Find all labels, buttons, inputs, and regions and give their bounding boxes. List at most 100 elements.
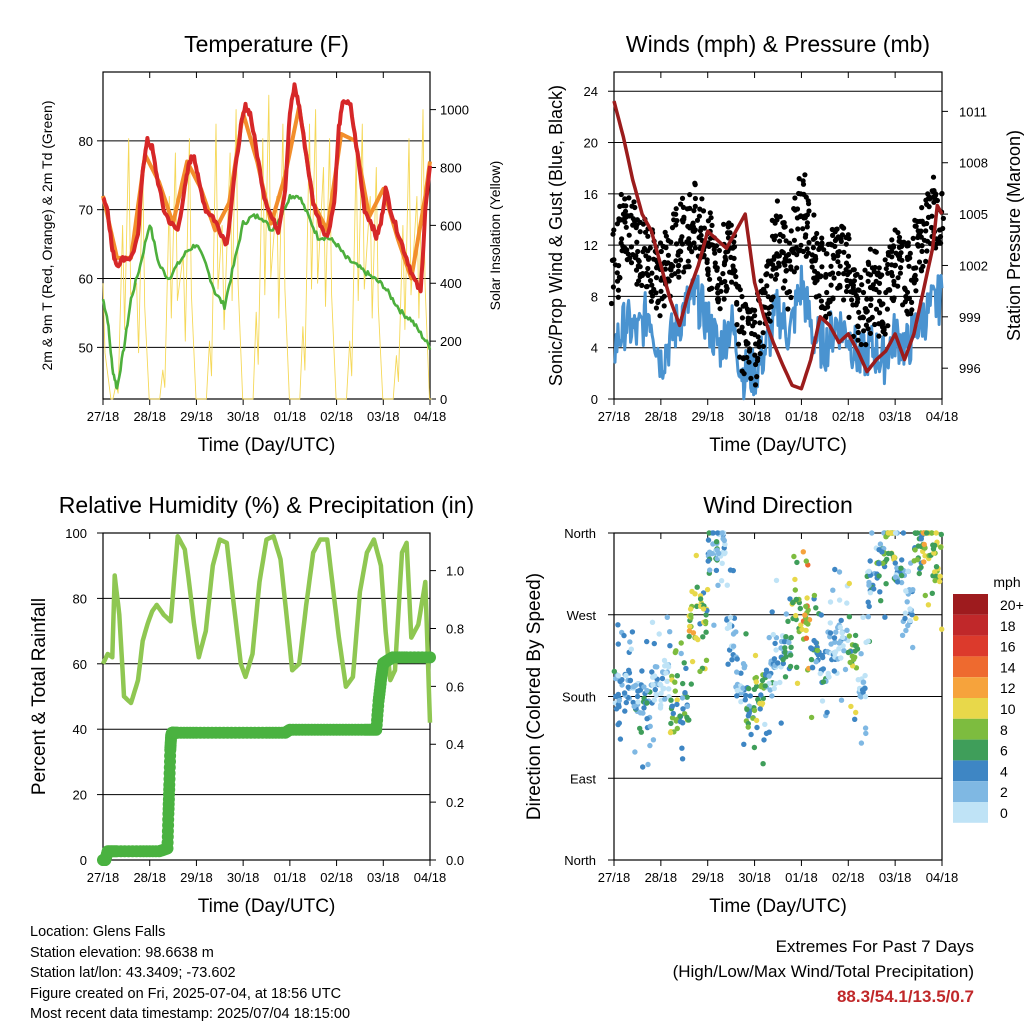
gust-dot xyxy=(835,270,842,277)
direction-dot xyxy=(705,537,712,543)
winds-y-tick-label: 4 xyxy=(591,341,598,356)
direction-dot xyxy=(734,669,740,675)
direction-dot xyxy=(694,584,700,590)
gust-dot xyxy=(891,295,897,301)
direction-dot xyxy=(903,627,909,634)
gust-dot xyxy=(645,265,651,272)
station-info: Location: Glens Falls Station elevation:… xyxy=(30,922,350,1025)
gust-dot xyxy=(909,299,915,305)
direction-dot xyxy=(615,641,621,647)
gust-dot xyxy=(856,309,862,315)
gust-dot xyxy=(774,217,780,223)
winds-x-tick-label: 28/18 xyxy=(645,409,678,424)
direction-dot xyxy=(754,724,760,731)
direction-dot xyxy=(808,714,815,721)
gust-dot xyxy=(841,249,847,255)
direction-dot xyxy=(704,586,711,593)
direction-dot xyxy=(686,628,693,634)
gust-dot xyxy=(794,265,800,271)
direction-dot xyxy=(916,570,922,577)
direction-dot xyxy=(656,631,662,637)
gust-dot xyxy=(863,309,869,315)
temperature-frame xyxy=(102,71,431,400)
gust-dot xyxy=(843,260,850,266)
gust-dot xyxy=(795,226,801,232)
direction-dot xyxy=(674,701,680,708)
direction-dot xyxy=(782,649,788,655)
direction-dot xyxy=(757,706,763,712)
direction-y-tick-label: West xyxy=(567,608,597,623)
direction-dot xyxy=(892,530,899,536)
gust-dot xyxy=(844,283,851,290)
gust-dot xyxy=(836,249,842,255)
direction-dot xyxy=(894,579,901,585)
direction-dot xyxy=(866,568,872,574)
gust-dot xyxy=(929,213,935,219)
direction-dot xyxy=(688,612,694,618)
gust-dot xyxy=(752,319,758,325)
direction-x-tick-label: 04/18 xyxy=(926,870,959,885)
direction-dot xyxy=(622,708,628,714)
temperature-y2-tick-label: 600 xyxy=(440,218,462,233)
gust-dot xyxy=(737,307,743,313)
direction-dot xyxy=(898,565,904,571)
gust-dot xyxy=(687,205,693,211)
gust-dot xyxy=(721,296,727,302)
gust-dot xyxy=(843,241,849,247)
gust-dot xyxy=(755,334,761,340)
gust-dot xyxy=(645,233,651,239)
gust-dot xyxy=(856,287,862,293)
gust-dot xyxy=(819,264,825,270)
direction-dot xyxy=(672,649,678,656)
direction-dot xyxy=(907,618,913,624)
gust-dot xyxy=(787,240,793,246)
direction-dot xyxy=(748,731,754,738)
gust-dot xyxy=(855,324,861,330)
gust-dot xyxy=(679,234,685,240)
gust-dot xyxy=(933,192,939,198)
temp-2m-line xyxy=(101,82,432,294)
direction-dot xyxy=(914,530,921,536)
direction-dot xyxy=(800,549,806,555)
gust-dot xyxy=(865,326,871,332)
direction-dot xyxy=(878,598,884,604)
gust-dot xyxy=(705,268,711,274)
gust-dot xyxy=(862,267,868,273)
gust-dot xyxy=(649,293,656,299)
direction-dot xyxy=(753,717,760,724)
direction-dot xyxy=(798,622,804,628)
gust-dot xyxy=(691,228,697,234)
gust-dot xyxy=(804,212,811,218)
direction-dot xyxy=(863,730,869,737)
direction-y-tick-label: North xyxy=(564,526,596,541)
gust-dot xyxy=(884,306,891,312)
gust-dot xyxy=(720,271,726,277)
gust-dot xyxy=(818,298,825,304)
direction-dot xyxy=(730,567,736,574)
gust-dot xyxy=(776,253,783,259)
direction-dot xyxy=(899,632,906,638)
gust-dot xyxy=(780,250,786,256)
humidity-x-tick-label: 27/18 xyxy=(87,870,120,885)
winds-y2-axis-label: Station Pressure (Maroon) xyxy=(1004,130,1024,341)
direction-dot xyxy=(818,612,824,618)
gust-dot xyxy=(770,294,776,300)
direction-dot xyxy=(860,614,866,620)
direction-dot xyxy=(719,560,725,566)
gust-dot xyxy=(653,275,660,281)
legend-label: 2 xyxy=(1000,784,1008,800)
direction-dot xyxy=(792,587,798,593)
direction-dot xyxy=(630,684,637,690)
direction-dot xyxy=(753,679,759,685)
gust-dot xyxy=(665,252,672,258)
direction-dot xyxy=(647,723,653,729)
gust-dot xyxy=(708,215,714,221)
temperature-y-tick-label: 60 xyxy=(79,272,93,287)
direction-x-tick-label: 02/18 xyxy=(832,870,865,885)
gust-dot xyxy=(788,228,794,234)
direction-dot xyxy=(937,573,943,579)
direction-dot xyxy=(641,705,647,711)
direction-dot xyxy=(752,652,759,659)
direction-dot xyxy=(903,588,909,594)
gust-dot xyxy=(712,260,718,266)
